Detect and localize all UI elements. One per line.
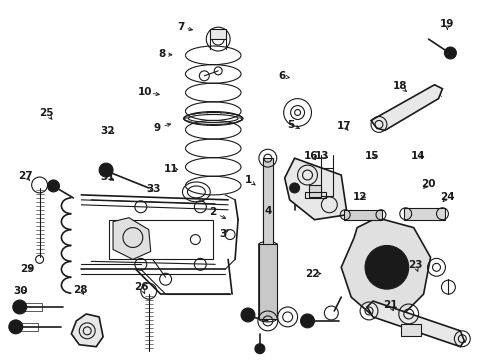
- Text: 13: 13: [314, 151, 329, 161]
- Text: 19: 19: [439, 18, 453, 28]
- Text: 4: 4: [264, 206, 271, 216]
- Bar: [321, 168, 333, 196]
- Text: 29: 29: [20, 264, 34, 274]
- Bar: [403, 208, 445, 220]
- Text: 28: 28: [73, 285, 87, 295]
- Circle shape: [444, 47, 455, 59]
- Text: 3: 3: [219, 229, 226, 239]
- Bar: [24, 303, 41, 311]
- Polygon shape: [366, 301, 463, 347]
- Text: 7: 7: [176, 22, 184, 32]
- Text: 15: 15: [364, 151, 378, 161]
- Bar: [20, 323, 38, 331]
- Text: 24: 24: [439, 192, 454, 202]
- Text: 18: 18: [392, 81, 406, 91]
- Circle shape: [365, 246, 408, 289]
- Circle shape: [241, 308, 254, 322]
- Text: 17: 17: [336, 121, 350, 131]
- Bar: [109, 220, 213, 260]
- Text: 8: 8: [158, 49, 165, 59]
- Text: 1: 1: [244, 175, 251, 185]
- Bar: [344, 210, 381, 220]
- Circle shape: [300, 314, 314, 328]
- Polygon shape: [113, 218, 150, 260]
- Text: 6: 6: [278, 71, 285, 81]
- Circle shape: [13, 300, 27, 314]
- Text: 10: 10: [138, 87, 152, 98]
- Text: 21: 21: [382, 300, 397, 310]
- Polygon shape: [341, 218, 429, 317]
- Text: 23: 23: [407, 260, 422, 270]
- Circle shape: [9, 320, 22, 334]
- Text: 30: 30: [13, 287, 27, 296]
- Text: 33: 33: [146, 184, 160, 194]
- Circle shape: [375, 256, 397, 278]
- Text: 5: 5: [286, 120, 294, 130]
- Bar: [210, 29, 225, 39]
- Text: 12: 12: [352, 192, 366, 202]
- Text: 22: 22: [305, 269, 319, 279]
- Polygon shape: [71, 314, 103, 347]
- Text: 16: 16: [304, 151, 318, 161]
- Circle shape: [289, 183, 299, 193]
- Text: 9: 9: [153, 123, 161, 133]
- Polygon shape: [284, 158, 346, 220]
- Text: 20: 20: [420, 179, 434, 189]
- Text: 32: 32: [100, 126, 115, 136]
- Text: 2: 2: [209, 207, 216, 217]
- Bar: [309, 185, 321, 197]
- Circle shape: [47, 180, 60, 192]
- Text: 31: 31: [100, 172, 115, 182]
- Text: 26: 26: [134, 282, 148, 292]
- Text: 11: 11: [163, 163, 178, 174]
- Circle shape: [254, 344, 264, 354]
- Bar: [400, 324, 420, 336]
- Bar: [304, 192, 325, 198]
- Text: 25: 25: [39, 108, 54, 118]
- Polygon shape: [370, 85, 442, 130]
- Text: 14: 14: [410, 151, 425, 161]
- Circle shape: [99, 163, 113, 177]
- Bar: [263, 158, 272, 255]
- Text: 27: 27: [18, 171, 32, 181]
- Bar: [258, 244, 276, 319]
